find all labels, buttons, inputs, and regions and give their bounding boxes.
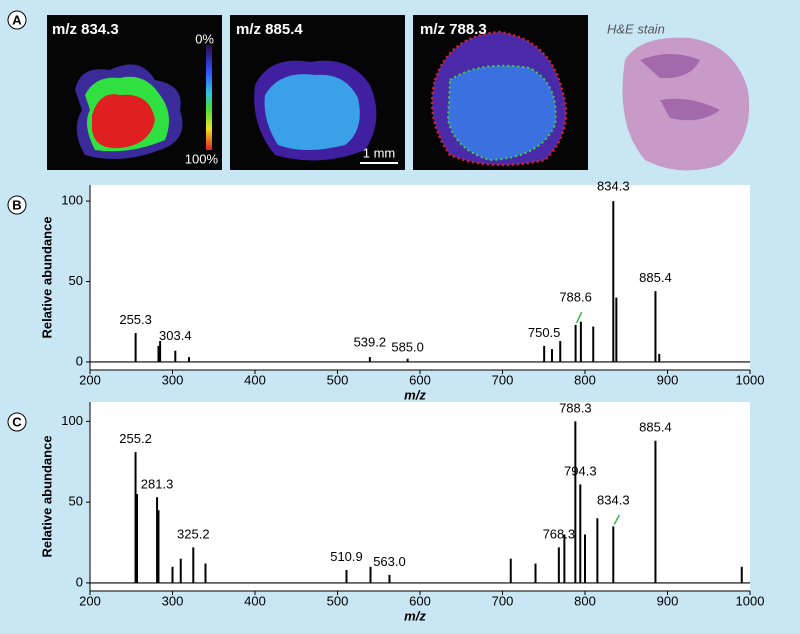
y-tick-label: 50 — [69, 494, 83, 509]
blob — [264, 74, 360, 150]
x-tick-label: 600 — [409, 372, 431, 387]
peak-label: 885.4 — [639, 420, 672, 435]
y-axis-label: Relative abundance — [39, 216, 54, 338]
x-tick-label: 500 — [327, 593, 349, 608]
y-tick-label: 50 — [69, 273, 83, 288]
x-tick-label: 1000 — [736, 593, 765, 608]
x-tick-label: 400 — [244, 593, 266, 608]
y-tick-label: 100 — [61, 193, 83, 208]
colorbar — [206, 45, 212, 150]
peak-label: 788.3 — [559, 400, 592, 415]
leader-line — [575, 311, 583, 324]
peak-label: 834.3 — [597, 492, 630, 507]
panel-label: A — [12, 12, 22, 27]
peak-label: 768.3 — [543, 526, 576, 541]
x-tick-label: 200 — [79, 372, 101, 387]
y-tick-label: 0 — [76, 574, 83, 589]
x-tick-label: 200 — [79, 593, 101, 608]
peak-label: 510.9 — [330, 549, 363, 564]
label-circle — [7, 195, 27, 215]
x-tick-label: 900 — [657, 372, 679, 387]
tissue-detail — [640, 54, 720, 121]
leader-line — [613, 514, 620, 525]
peak-label: 255.3 — [119, 312, 152, 327]
x-tick-label: 300 — [162, 593, 184, 608]
peak-label: 539.2 — [354, 335, 387, 350]
panel-label: C — [12, 414, 22, 429]
x-tick-label: 1000 — [736, 372, 765, 387]
x-tick-label: 500 — [327, 372, 349, 387]
image-label: H&E stain — [607, 21, 665, 36]
x-tick-label: 700 — [492, 593, 514, 608]
blob — [92, 94, 155, 149]
peak-label: 325.2 — [177, 526, 210, 541]
x-axis-label: m/z — [404, 608, 426, 623]
label-circle — [7, 412, 27, 432]
blob — [448, 65, 556, 160]
x-tick-label: 600 — [409, 593, 431, 608]
image-3: m/z 788.3 — [413, 15, 588, 170]
image-label: m/z 885.4 — [236, 21, 303, 38]
panel-label: B — [12, 197, 21, 212]
image-4: H&E stain — [607, 21, 750, 171]
spectrum-chart: 200 300 400 500 600 700 800 900 1000 0 50 100 m/z Rel… — [39, 400, 764, 623]
plot-area — [90, 402, 750, 591]
image-label: m/z 788.3 — [420, 21, 487, 38]
label-circle — [7, 10, 27, 30]
peak-label: 750.5 — [528, 325, 561, 340]
y-axis-label: Relative abundance — [39, 435, 54, 557]
y-tick-label: 0 — [76, 353, 83, 368]
x-tick-label: 400 — [244, 372, 266, 387]
image-label: m/z 834.3 — [52, 21, 119, 38]
colorbar-label: 100% — [185, 151, 219, 166]
peak-label: 794.3 — [564, 463, 597, 478]
peak-label: 585.0 — [391, 339, 424, 354]
peak-label: 788.6 — [559, 289, 592, 304]
peak-label: 281.3 — [141, 476, 174, 491]
plot-area — [90, 185, 750, 370]
x-tick-label: 800 — [574, 372, 596, 387]
x-tick-label: 300 — [162, 372, 184, 387]
scale-bar-label: 1 mm — [363, 145, 396, 160]
peak-label: 255.2 — [119, 431, 152, 446]
peak-label: 563.0 — [373, 554, 406, 569]
x-axis-label: m/z — [404, 387, 426, 402]
spectrum-chart: 200 300 400 500 600 700 800 900 1000 0 50 100 m/z Rel… — [39, 178, 764, 402]
peak-label: 885.4 — [639, 270, 672, 285]
x-tick-label: 900 — [657, 593, 679, 608]
outline — [446, 64, 557, 162]
peak-label: 834.3 — [597, 178, 630, 193]
image-2: 1 mm m/z 885.4 — [230, 15, 405, 170]
x-tick-label: 700 — [492, 372, 514, 387]
image-1: 0% 100% m/z 834.3 — [47, 15, 222, 170]
colorbar-label: 0% — [195, 31, 214, 46]
x-tick-label: 800 — [574, 593, 596, 608]
y-tick-label: 100 — [61, 413, 83, 428]
peak-label: 303.4 — [159, 328, 192, 343]
panel-labels: A B C — [7, 10, 27, 432]
outline — [430, 30, 568, 167]
